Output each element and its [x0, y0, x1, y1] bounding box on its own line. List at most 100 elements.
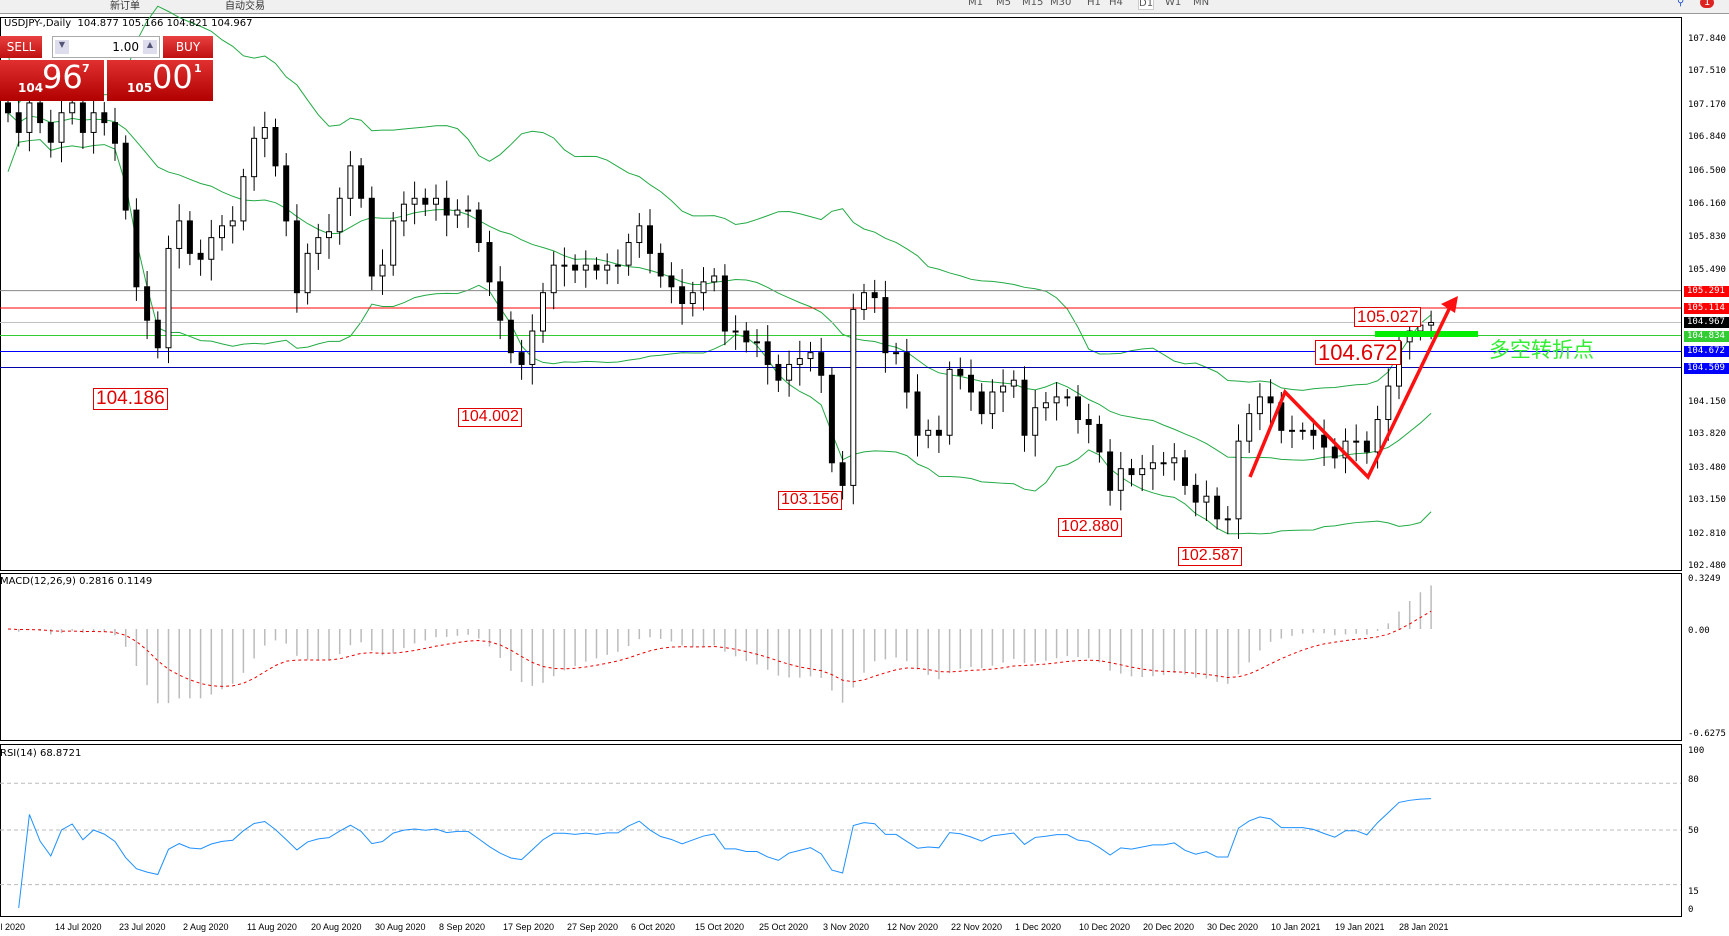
tf-h4[interactable]: H4 — [1109, 0, 1123, 8]
candle-body — [796, 358, 803, 365]
candle-body — [379, 264, 386, 277]
rsi-line — [18, 798, 1432, 909]
candle-body — [133, 209, 140, 288]
candle-body — [1428, 321, 1435, 326]
low-label-2: 104.002 — [458, 408, 522, 427]
tf-d1[interactable]: D1 — [1138, 0, 1155, 10]
date-label: 27 Sep 2020 — [567, 922, 619, 932]
candle-body — [1075, 396, 1081, 421]
macd-signal-line — [7, 610, 1432, 687]
candle-body — [144, 286, 151, 321]
toolbar: 新订单 自动交易 M1 M5 M15 M30 H1 H4 D1 W1 MN ⚲ … — [0, 0, 1729, 14]
notification-badge[interactable]: 1 — [1700, 0, 1715, 8]
candle-body — [518, 352, 525, 365]
macd-label: MACD(12,26,9) 0.2816 0.1149 — [0, 576, 153, 587]
one-click-trading-panel: SELL ▼ 1.00 ▲ BUY 104 96 7 105 00 1 — [0, 36, 213, 101]
candle-body — [893, 352, 900, 355]
lot-size-input[interactable]: ▼ 1.00 ▲ — [52, 36, 160, 58]
buy-button[interactable]: BUY — [163, 36, 213, 58]
rsi-axis-80: 80 — [1688, 775, 1699, 785]
date-label: 10 Dec 2020 — [1079, 922, 1131, 932]
date-label: 12 Nov 2020 — [887, 922, 939, 932]
candle-body — [1096, 423, 1103, 453]
tf-h1[interactable]: H1 — [1087, 0, 1101, 8]
rsi-axis-50: 50 — [1688, 826, 1699, 836]
buy-price-prefix: 105 — [127, 81, 153, 95]
candle-body — [390, 220, 397, 266]
candle-body — [433, 197, 439, 205]
price-tag: 104.509 — [1684, 362, 1729, 374]
price-axis-label: 103.480 — [1688, 462, 1726, 473]
tf-m15[interactable]: M15 — [1022, 0, 1044, 8]
date-label: 20 Dec 2020 — [1143, 922, 1195, 932]
pivot-zone-bar — [1375, 331, 1478, 337]
date-label: 8 Sep 2020 — [439, 922, 486, 932]
candle-body — [1374, 419, 1381, 453]
candle-body — [604, 264, 611, 271]
candle-body — [743, 330, 750, 343]
date-label: 11 Aug 2020 — [247, 922, 297, 932]
candle-body — [614, 264, 621, 267]
sell-price[interactable]: 104 96 7 — [0, 58, 104, 101]
candle-body — [529, 330, 536, 365]
increase-lot-icon[interactable]: ▲ — [143, 40, 157, 54]
candle-body — [422, 197, 429, 205]
sell-price-prefix: 104 — [18, 81, 44, 95]
candle-body — [1192, 484, 1199, 503]
candle-body — [1363, 440, 1370, 453]
candle-body — [957, 368, 964, 376]
tf-m1[interactable]: M1 — [968, 0, 983, 8]
candle-body — [261, 127, 268, 139]
lot-size-value: 1.00 — [112, 40, 139, 54]
candle-body — [1182, 457, 1188, 486]
price-axis-label: 107.170 — [1688, 99, 1726, 110]
candle-body — [1235, 440, 1242, 520]
ohlc-readout: 104.877 105.166 104.821 104.967 — [77, 18, 253, 29]
date-label: 6 Oct 2020 — [631, 922, 676, 932]
candle-body — [903, 352, 910, 393]
pane-frame — [0, 573, 1682, 741]
price-tag: 104.967 — [1684, 317, 1729, 329]
price-axis-label: 104.150 — [1688, 396, 1726, 407]
tf-m30[interactable]: M30 — [1050, 0, 1072, 8]
new-order-button[interactable]: 新订单 — [110, 1, 140, 12]
decrease-lot-icon[interactable]: ▼ — [55, 40, 69, 54]
rsi-axis-100: 100 — [1688, 746, 1705, 756]
candle-body — [1064, 396, 1071, 399]
tf-m5[interactable]: M5 — [996, 0, 1011, 8]
date-label: 30 Dec 2020 — [1207, 922, 1259, 932]
bollinger-lower — [7, 139, 1432, 535]
candle-body — [336, 197, 343, 233]
candle-body — [47, 122, 54, 143]
price-axis-label: 103.150 — [1688, 495, 1726, 506]
search-icon[interactable]: ⚲ — [1677, 0, 1685, 8]
candle-body — [1021, 379, 1028, 436]
candle-body — [15, 112, 22, 133]
candle-body — [101, 112, 108, 124]
candle-body — [465, 209, 472, 212]
candle-body — [90, 112, 97, 133]
candle-body — [1214, 495, 1221, 520]
candle-body — [475, 209, 482, 244]
low-label-5: 102.587 — [1178, 547, 1242, 566]
candle-body — [1128, 468, 1135, 476]
low-label-4: 102.880 — [1058, 518, 1122, 537]
tf-mn[interactable]: MN — [1193, 0, 1210, 8]
candle-body — [540, 292, 546, 332]
candle-body — [1117, 468, 1124, 491]
buy-price[interactable]: 105 00 1 — [107, 58, 213, 101]
auto-trading-button[interactable]: 自动交易 — [225, 1, 265, 12]
macd-axis-max: 0.3249 — [1688, 574, 1721, 584]
sell-button[interactable]: SELL — [0, 36, 42, 58]
date-label: 28 Jan 2021 — [1399, 922, 1449, 932]
date-label: 30 Aug 2020 — [375, 922, 426, 932]
candle-body — [400, 203, 407, 222]
tf-w1[interactable]: W1 — [1165, 0, 1182, 8]
pane-frame — [0, 17, 1682, 571]
candle-body — [1299, 429, 1306, 432]
candle-body — [668, 275, 675, 288]
candle-body — [5, 102, 11, 114]
date-label: 15 Oct 2020 — [695, 922, 745, 932]
candle-body — [112, 122, 118, 144]
